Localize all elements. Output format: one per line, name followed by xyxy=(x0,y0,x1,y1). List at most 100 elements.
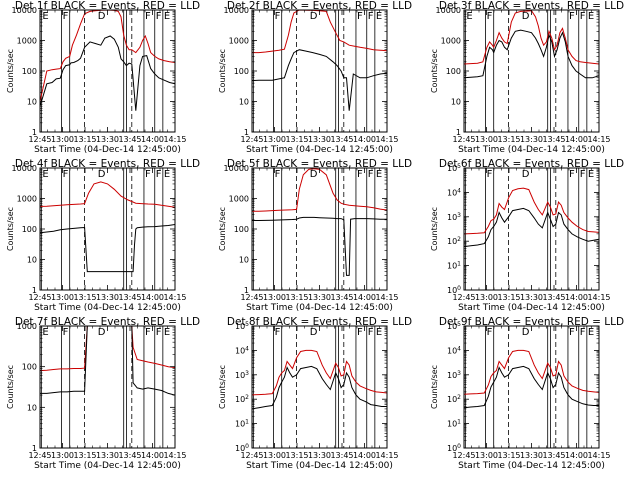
series-line-events xyxy=(252,49,387,111)
band-label: F xyxy=(145,327,151,338)
band-label: D xyxy=(310,11,318,22)
y-tick-label: 103 xyxy=(235,370,249,380)
x-tick-label: 14:00 xyxy=(565,293,588,302)
series-group xyxy=(464,349,599,409)
series-line-events xyxy=(252,216,387,276)
x-axis-label: Start Time (04-Dec-14 12:45:00) xyxy=(246,461,393,471)
band-label: D xyxy=(98,169,106,180)
x-tick-label: 14:15 xyxy=(375,451,398,460)
y-tick-label: 1 xyxy=(32,286,37,295)
y-tick-label: 10 xyxy=(27,98,37,107)
y-tick-label: 104 xyxy=(447,187,461,197)
y-tick-label: 10 xyxy=(239,98,249,107)
x-axis-label: Start Time (04-Dec-14 12:45:00) xyxy=(34,145,181,155)
series-group xyxy=(464,10,599,79)
series-line-lld xyxy=(252,349,387,396)
y-tick-label: 10000 xyxy=(224,6,249,15)
y-tick-label: 105 xyxy=(447,321,461,331)
band-label: D xyxy=(98,11,106,22)
x-tick-label: 14:15 xyxy=(163,135,186,144)
y-axis-label: Counts/sec xyxy=(430,49,439,93)
x-tick-label: 13:00 xyxy=(475,135,498,144)
y-tick-label: 1 xyxy=(32,128,37,137)
chart-title: Det 8f BLACK = Events, RED = LLD xyxy=(227,316,412,328)
y-tick-label: 1000 xyxy=(17,37,37,46)
band-label: E xyxy=(588,169,594,180)
band-label: D xyxy=(310,327,318,338)
y-tick-label: 102 xyxy=(235,394,249,404)
band-label: E xyxy=(164,11,170,22)
band-label: F xyxy=(156,327,162,338)
band-label: F xyxy=(357,327,363,338)
x-tick-label: 14:00 xyxy=(565,135,588,144)
series-line-events xyxy=(40,224,175,273)
chart-title: Det 3f BLACK = Events, RED = LLD xyxy=(439,0,624,12)
x-tick-label: 12:45 xyxy=(28,135,51,144)
band-label: E xyxy=(466,11,472,22)
chart-title: Det 1f BLACK = Events, RED = LLD xyxy=(15,0,200,12)
y-tick-label: 103 xyxy=(447,370,461,380)
chart-title: Det 6f BLACK = Events, RED = LLD xyxy=(439,158,624,170)
band-label: F xyxy=(156,169,162,180)
x-axis-label: Start Time (04-Dec-14 12:45:00) xyxy=(458,145,605,155)
y-tick-label: 104 xyxy=(235,345,249,355)
y-tick-label: 101 xyxy=(447,419,461,429)
band-label: F xyxy=(487,11,493,22)
band-label: E xyxy=(42,11,48,22)
band-label: F xyxy=(487,327,493,338)
x-tick-label: 13:15 xyxy=(497,293,520,302)
band-label: F xyxy=(63,169,69,180)
x-tick-label: 14:00 xyxy=(353,135,376,144)
x-tick-label: 13:00 xyxy=(51,135,74,144)
series-line-lld xyxy=(40,181,175,208)
y-tick-label: 1000 xyxy=(441,37,461,46)
x-tick-label: 13:45 xyxy=(330,451,353,460)
x-axis-label: Start Time (04-Dec-14 12:45:00) xyxy=(458,303,605,313)
band-label: F xyxy=(145,11,151,22)
band-label: F xyxy=(487,169,493,180)
y-tick-label: 10000 xyxy=(224,164,249,173)
x-axis-label: Start Time (04-Dec-14 12:45:00) xyxy=(34,461,181,471)
band-label: E xyxy=(164,169,170,180)
y-tick-label: 100 xyxy=(234,225,249,234)
x-tick-label: 13:45 xyxy=(542,135,565,144)
x-tick-label: 14:00 xyxy=(141,135,164,144)
y-tick-label: 101 xyxy=(447,261,461,271)
band-label: F xyxy=(580,327,586,338)
series-line-events xyxy=(464,29,599,79)
band-label: F xyxy=(275,169,281,180)
x-tick-label: 12:45 xyxy=(240,293,263,302)
x-tick-label: 13:15 xyxy=(73,451,96,460)
band-label: D xyxy=(522,169,530,180)
series-line-events xyxy=(40,326,175,396)
x-tick-label: 14:15 xyxy=(163,451,186,460)
series-line-lld xyxy=(464,187,599,235)
y-tick-label: 1000 xyxy=(229,37,249,46)
x-tick-label: 14:00 xyxy=(141,451,164,460)
band-label: F xyxy=(368,11,374,22)
x-tick-label: 14:15 xyxy=(587,135,610,144)
y-tick-label: 1 xyxy=(32,444,37,453)
band-label: F xyxy=(368,327,374,338)
y-tick-label: 105 xyxy=(447,163,461,173)
y-tick-label: 10000 xyxy=(436,6,461,15)
band-label: E xyxy=(164,327,170,338)
band-label: D xyxy=(310,169,318,180)
series-group xyxy=(40,181,175,273)
y-tick-label: 10000 xyxy=(12,6,37,15)
x-tick-label: 13:45 xyxy=(118,451,141,460)
series-group xyxy=(252,349,387,410)
x-tick-label: 12:45 xyxy=(28,451,51,460)
band-label: F xyxy=(63,327,69,338)
series-line-lld xyxy=(40,326,175,372)
x-tick-label: 13:15 xyxy=(285,135,308,144)
x-tick-label: 13:30 xyxy=(308,135,331,144)
x-axis-label: Start Time (04-Dec-14 12:45:00) xyxy=(458,461,605,471)
band-label: E xyxy=(376,327,382,338)
x-tick-label: 14:15 xyxy=(375,135,398,144)
x-tick-label: 13:00 xyxy=(263,293,286,302)
